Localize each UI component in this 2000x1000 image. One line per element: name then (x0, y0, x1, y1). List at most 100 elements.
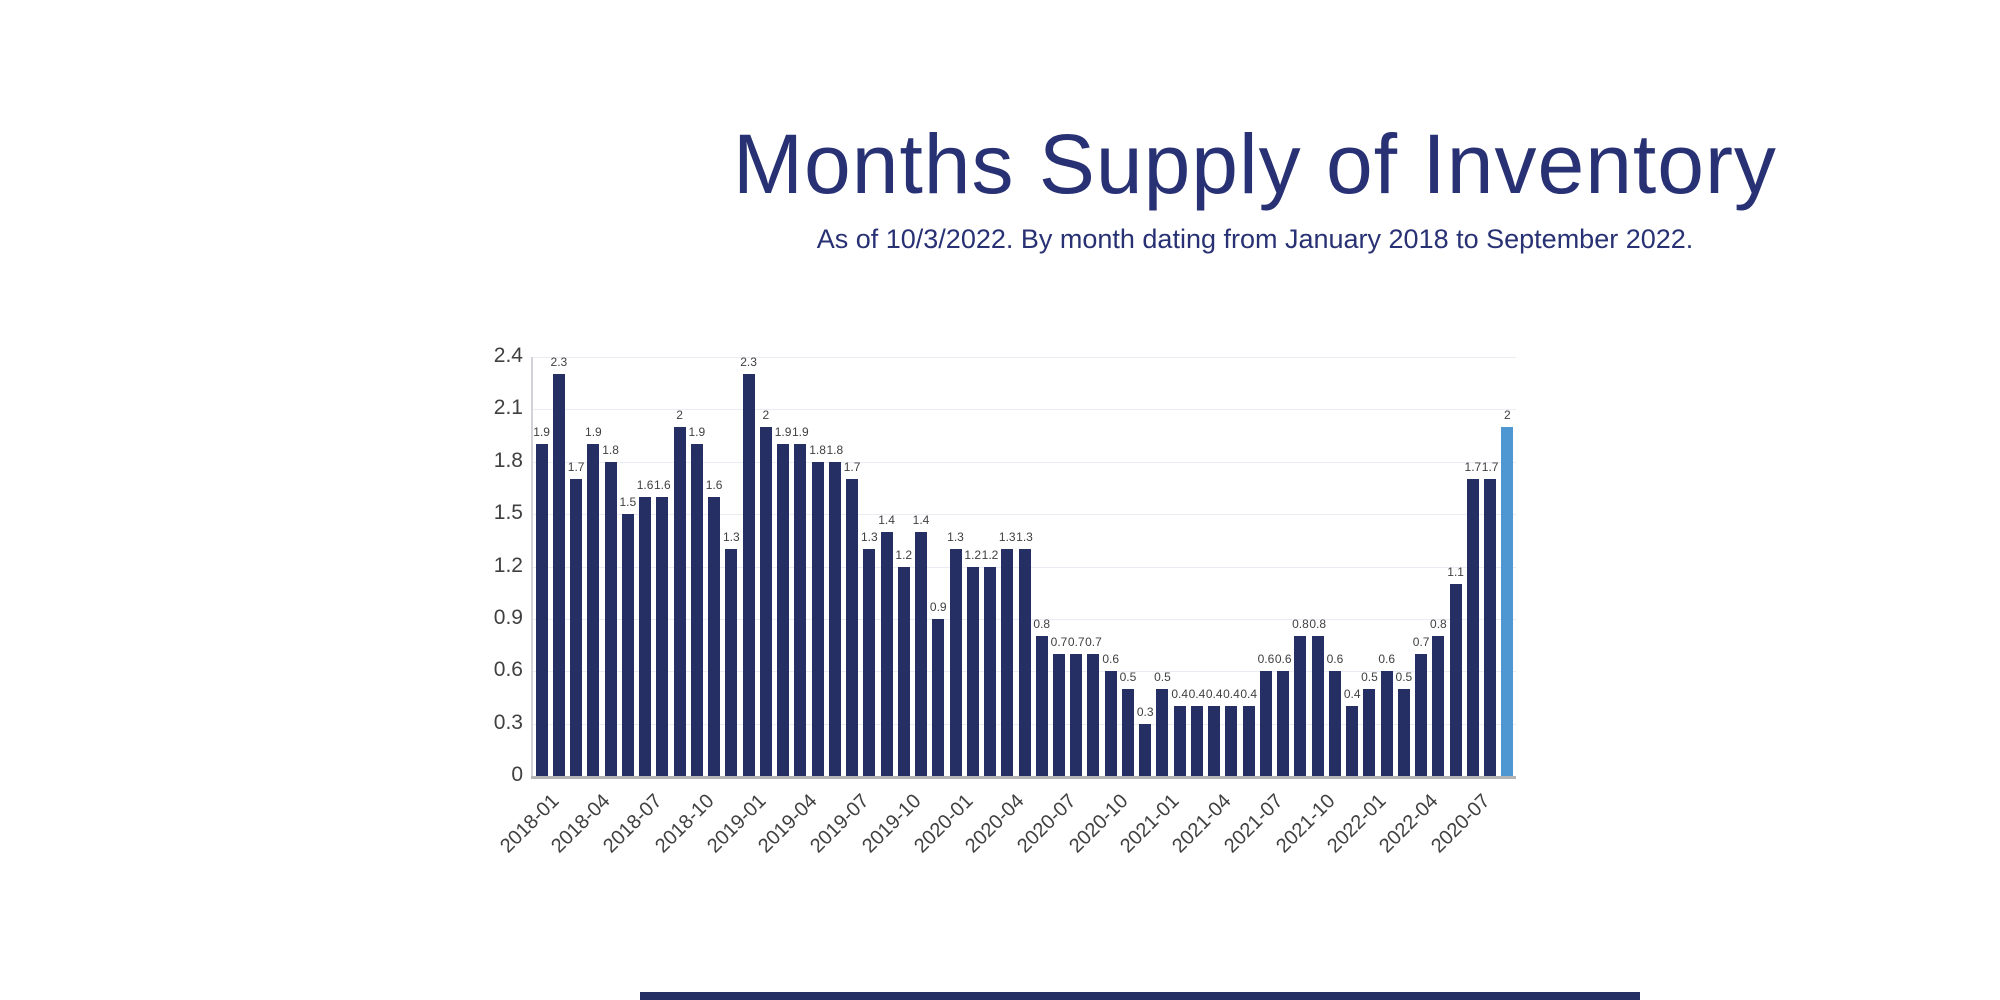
bar (1501, 426, 1514, 776)
bar (1242, 706, 1255, 776)
bar-value-label: 0.3 (1136, 704, 1154, 719)
bar-value-label: 1.7 (1481, 460, 1499, 475)
bar (915, 531, 928, 776)
bar (1346, 706, 1359, 776)
bar (552, 374, 565, 776)
bar-value-label: 0.5 (1119, 669, 1137, 684)
bar (1173, 706, 1186, 776)
bar (794, 444, 807, 776)
bar-value-label: 0.8 (1033, 617, 1051, 632)
bar-value-label: 1.9 (774, 425, 792, 440)
bar (1328, 671, 1341, 776)
bar-value-label: 0.6 (1326, 652, 1344, 667)
bar-value-label: 1.3 (998, 530, 1016, 545)
bar-value-label: 1.4 (912, 512, 930, 527)
bar (1432, 636, 1445, 776)
bar-value-label: 1.7 (567, 460, 585, 475)
bar (570, 479, 583, 776)
bar-value-label: 0.8 (1309, 617, 1327, 632)
bar (1397, 688, 1410, 776)
bar (725, 549, 738, 776)
y-axis-label: 0.9 (493, 605, 523, 629)
footer-accent-bar (640, 992, 1640, 1000)
bar (1380, 671, 1393, 776)
bar (708, 496, 721, 776)
bar-value-label: 1.7 (1464, 460, 1482, 475)
bar-value-label: 1.6 (636, 477, 654, 492)
bar (1139, 723, 1152, 776)
bar (1035, 636, 1048, 776)
bar-value-label: 1.7 (843, 460, 861, 475)
bar (1001, 549, 1014, 776)
bar (880, 531, 893, 776)
bar (1208, 706, 1221, 776)
bar-value-label: 0.5 (1361, 669, 1378, 684)
bar-value-label: 0.8 (1292, 617, 1309, 632)
gridline (533, 461, 1516, 463)
y-axis-line (531, 357, 533, 776)
bar-value-label: 1.1 (1447, 564, 1464, 579)
bar (742, 374, 755, 776)
bar-value-label: 1.4 (878, 512, 895, 527)
bar (535, 444, 548, 776)
bar (656, 496, 669, 776)
x-axis-line (531, 776, 1516, 779)
bar (1052, 653, 1065, 776)
y-axis-label: 0.3 (493, 710, 523, 734)
bar-value-label: 1.2 (895, 547, 913, 562)
chart-header: Months Supply of Inventory As of 10/3/20… (560, 118, 1950, 255)
bar-value-label: 0.6 (1274, 652, 1292, 667)
bar (1087, 653, 1100, 776)
y-axis-label: 1.5 (493, 501, 523, 525)
bar (897, 566, 910, 776)
bar (828, 461, 841, 776)
chart-title: Months Supply of Inventory (733, 117, 1777, 211)
bar (1415, 653, 1428, 776)
bar-value-label: 1.9 (791, 425, 809, 440)
bar-value-label: 1.3 (1016, 530, 1033, 545)
bar (1070, 653, 1083, 776)
bar (1466, 479, 1479, 776)
bar (1104, 671, 1117, 776)
bar (1363, 688, 1376, 776)
bar-value-label: 2.3 (550, 355, 568, 370)
bar (811, 461, 824, 776)
bar (949, 549, 962, 776)
y-axis-label: 2.1 (493, 396, 523, 420)
bar-value-label: 0.5 (1154, 669, 1171, 684)
bar (673, 426, 686, 776)
gridline (533, 409, 1516, 411)
bar-value-label: 0.7 (1412, 634, 1430, 649)
bar-value-label: 2.3 (740, 355, 757, 370)
bar-value-label: 1.3 (722, 530, 740, 545)
gridline (533, 357, 1516, 358)
bar (846, 479, 859, 776)
y-axis-label: 1.2 (493, 553, 523, 577)
bar-value-label: 1.8 (809, 442, 826, 457)
bar (1484, 479, 1497, 776)
bar-value-label: 0.8 (1430, 617, 1447, 632)
bar-value-label: 0.6 (1102, 652, 1120, 667)
chart-subtitle: As of 10/3/2022. By month dating from Ja… (816, 224, 1694, 255)
y-axis-label: 1.8 (493, 448, 523, 472)
bar-value-label: 1.2 (964, 547, 982, 562)
y-axis-label: 0 (511, 763, 523, 786)
bar-value-label: 0.9 (929, 599, 947, 614)
bar-value-label: 1.2 (981, 547, 999, 562)
bar (966, 566, 979, 776)
bar-value-label: 0.4 (1188, 687, 1206, 702)
bar-value-label: 2 (762, 407, 770, 422)
bar (1259, 671, 1272, 776)
y-axis-label: 0.6 (493, 658, 523, 682)
bar-value-label: 0.4 (1205, 687, 1223, 702)
bar (587, 444, 600, 776)
bar-value-label: 0.4 (1171, 687, 1189, 702)
bar (1156, 688, 1169, 776)
bar-value-label: 1.9 (585, 425, 602, 440)
bar-value-label: 1.9 (533, 425, 550, 440)
bar-value-label: 0.6 (1378, 652, 1395, 667)
bar-value-label: 0.6 (1257, 652, 1275, 667)
bar-value-label: 0.4 (1343, 687, 1361, 702)
